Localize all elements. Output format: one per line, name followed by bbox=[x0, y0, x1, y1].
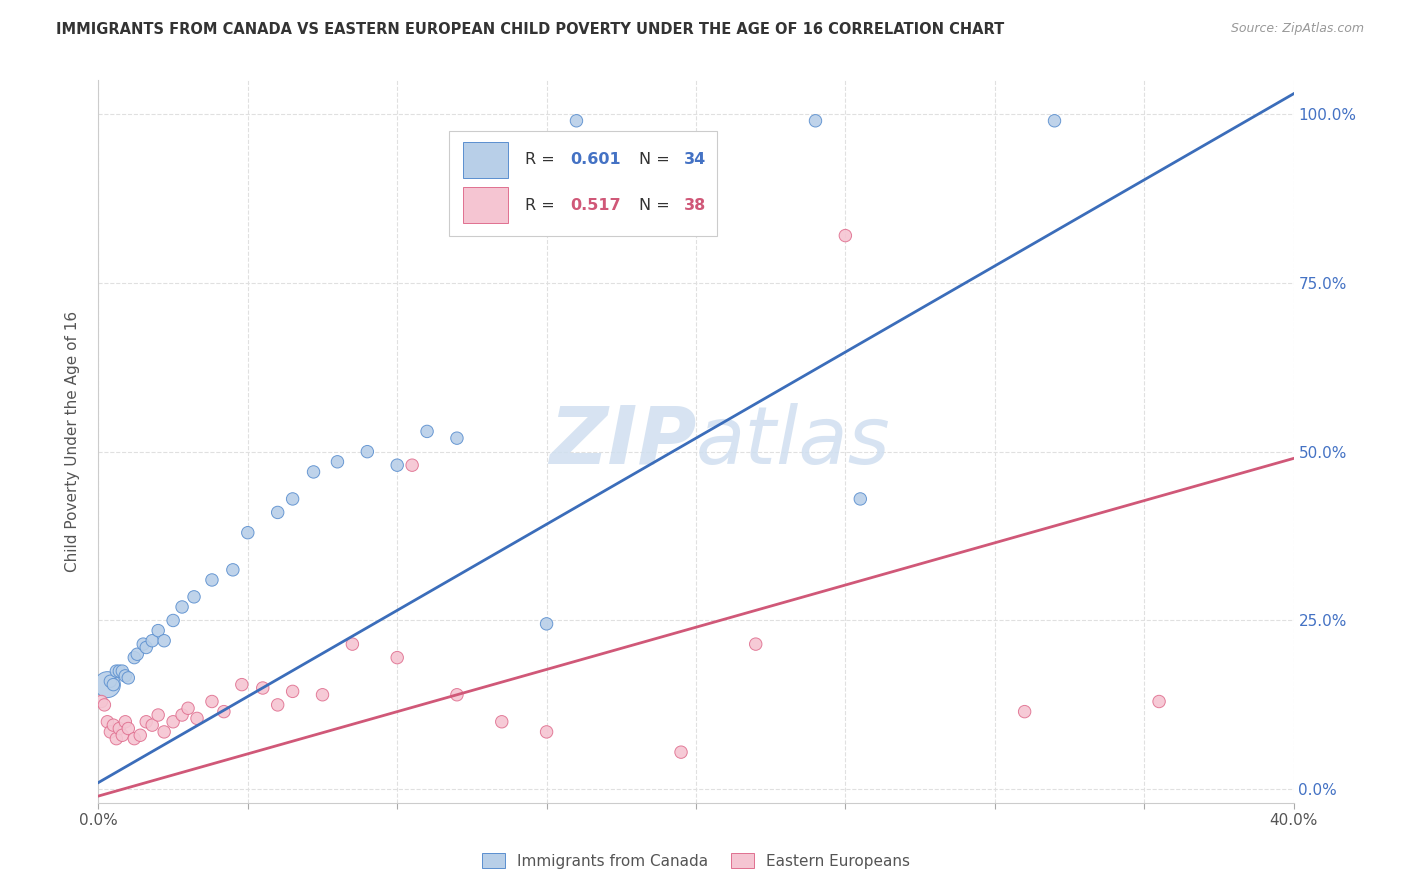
Point bbox=[172, 708, 194, 723]
FancyBboxPatch shape bbox=[449, 131, 717, 235]
Point bbox=[148, 624, 170, 638]
Point bbox=[98, 725, 122, 739]
Point bbox=[124, 650, 146, 665]
Point bbox=[127, 647, 149, 661]
Point bbox=[1014, 705, 1036, 719]
Point bbox=[401, 458, 423, 472]
Point bbox=[536, 725, 558, 739]
Point bbox=[565, 113, 588, 128]
Point bbox=[446, 431, 468, 445]
Point bbox=[252, 681, 274, 695]
Point bbox=[117, 722, 139, 736]
Point bbox=[90, 694, 112, 708]
Point bbox=[135, 714, 157, 729]
Point bbox=[849, 491, 872, 506]
Point bbox=[108, 664, 131, 678]
Point bbox=[236, 525, 259, 540]
Point bbox=[148, 708, 170, 723]
Point bbox=[311, 688, 333, 702]
Point bbox=[108, 722, 131, 736]
Point bbox=[132, 637, 155, 651]
Text: N =: N = bbox=[638, 198, 675, 213]
Point bbox=[267, 505, 290, 519]
Text: 0.517: 0.517 bbox=[571, 198, 621, 213]
Point bbox=[162, 614, 184, 628]
Text: atlas: atlas bbox=[696, 402, 891, 481]
Point bbox=[162, 714, 184, 729]
Text: N =: N = bbox=[638, 153, 675, 168]
Point bbox=[491, 714, 513, 729]
Point bbox=[96, 714, 118, 729]
Point bbox=[385, 650, 409, 665]
Point bbox=[153, 633, 176, 648]
Point bbox=[326, 455, 349, 469]
Point bbox=[129, 728, 152, 742]
Point bbox=[141, 633, 163, 648]
Point bbox=[356, 444, 378, 458]
Point bbox=[153, 725, 176, 739]
Point bbox=[669, 745, 692, 759]
Point bbox=[103, 718, 125, 732]
FancyBboxPatch shape bbox=[463, 142, 509, 178]
Point bbox=[834, 228, 856, 243]
Text: R =: R = bbox=[524, 153, 560, 168]
Point bbox=[536, 616, 558, 631]
Point bbox=[105, 731, 128, 746]
Text: 0.601: 0.601 bbox=[571, 153, 621, 168]
Point bbox=[446, 688, 468, 702]
Point bbox=[212, 705, 235, 719]
Point bbox=[103, 678, 125, 692]
Text: 38: 38 bbox=[685, 198, 706, 213]
Text: Source: ZipAtlas.com: Source: ZipAtlas.com bbox=[1230, 22, 1364, 36]
Text: IMMIGRANTS FROM CANADA VS EASTERN EUROPEAN CHILD POVERTY UNDER THE AGE OF 16 COR: IMMIGRANTS FROM CANADA VS EASTERN EUROPE… bbox=[56, 22, 1004, 37]
Point bbox=[281, 684, 304, 698]
Point bbox=[1147, 694, 1170, 708]
Point bbox=[105, 664, 128, 678]
Point bbox=[1043, 113, 1066, 128]
Point bbox=[177, 701, 200, 715]
Point bbox=[135, 640, 157, 655]
Point bbox=[124, 731, 146, 746]
Point bbox=[342, 637, 364, 651]
Point bbox=[111, 728, 134, 742]
Point bbox=[201, 694, 224, 708]
Point bbox=[745, 637, 768, 651]
Point bbox=[804, 113, 827, 128]
Y-axis label: Child Poverty Under the Age of 16: Child Poverty Under the Age of 16 bbox=[65, 311, 80, 572]
Point bbox=[281, 491, 304, 506]
Point bbox=[302, 465, 325, 479]
Legend: Immigrants from Canada, Eastern Europeans: Immigrants from Canada, Eastern European… bbox=[475, 847, 917, 875]
Point bbox=[93, 698, 115, 712]
Point bbox=[231, 678, 253, 692]
Text: R =: R = bbox=[524, 198, 560, 213]
Point bbox=[267, 698, 290, 712]
Point bbox=[114, 714, 136, 729]
Point bbox=[201, 573, 224, 587]
Point bbox=[416, 425, 439, 439]
Point bbox=[98, 674, 122, 689]
Point bbox=[114, 669, 136, 683]
Point bbox=[222, 563, 245, 577]
Text: 34: 34 bbox=[685, 153, 706, 168]
Point bbox=[117, 671, 139, 685]
Text: ZIP: ZIP bbox=[548, 402, 696, 481]
FancyBboxPatch shape bbox=[463, 187, 509, 223]
Point bbox=[186, 711, 208, 725]
Point bbox=[172, 599, 194, 614]
Point bbox=[385, 458, 409, 472]
Point bbox=[96, 678, 118, 692]
Point bbox=[111, 664, 134, 678]
Point bbox=[183, 590, 205, 604]
Point bbox=[141, 718, 163, 732]
